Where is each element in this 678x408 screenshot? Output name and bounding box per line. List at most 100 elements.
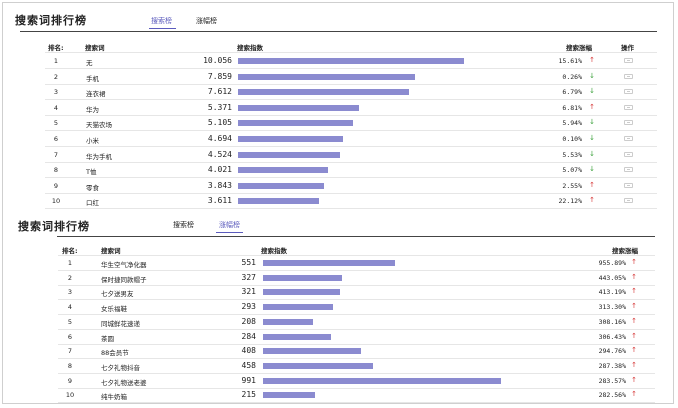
row-divider — [45, 84, 657, 85]
row-divider — [58, 388, 655, 389]
rank-cell: 7 — [53, 151, 59, 159]
trend-chart-icon[interactable] — [624, 120, 633, 125]
row-divider — [45, 177, 657, 178]
index-bar — [263, 392, 315, 398]
growth-value: 443.05% — [598, 274, 626, 282]
arrow-down-icon: ↓ — [589, 165, 595, 173]
bottom-tab-growth[interactable]: 涨幅榜 — [219, 221, 240, 229]
trend-chart-icon[interactable] — [624, 105, 633, 110]
rank-cell: 5 — [67, 318, 73, 326]
index-value: 3.611 — [207, 196, 232, 205]
arrow-up-icon: ↑ — [631, 376, 637, 384]
index-bar — [263, 378, 501, 384]
rank-cell: 3 — [67, 288, 73, 296]
row-divider — [45, 162, 657, 163]
bottom-header-keyword: 搜索词 — [101, 247, 121, 255]
index-bar — [238, 198, 319, 204]
trend-chart-icon[interactable] — [624, 89, 633, 94]
growth-value: 5.94% — [562, 119, 582, 127]
trend-chart-icon[interactable] — [624, 58, 633, 63]
top-header-keyword: 搜索词 — [85, 44, 105, 52]
index-value: 458 — [241, 361, 256, 370]
top-header-growth: 搜索涨幅 — [566, 44, 592, 52]
index-value: 208 — [241, 317, 256, 326]
bottom-tab-underline — [216, 232, 243, 233]
arrow-up-icon: ↑ — [589, 196, 595, 204]
bottom-header-growth: 搜索涨幅 — [612, 247, 638, 255]
growth-value: 294.76% — [598, 347, 626, 355]
arrow-down-icon: ↓ — [589, 134, 595, 142]
arrow-up-icon: ↑ — [631, 287, 637, 295]
bottom-divider — [57, 236, 655, 237]
rank-cell: 4 — [67, 303, 73, 311]
row-divider — [58, 314, 655, 315]
trend-chart-icon[interactable] — [624, 152, 633, 157]
trend-chart-icon[interactable] — [624, 167, 633, 172]
index-value: 5.105 — [207, 118, 232, 127]
keyword-cell: 口红 — [86, 199, 99, 207]
index-bar — [263, 348, 361, 354]
keyword-cell: 华为手机 — [86, 153, 112, 161]
index-value: 321 — [241, 287, 256, 296]
index-bar — [238, 120, 353, 126]
bottom-header-index: 搜索指数 — [261, 247, 287, 255]
row-divider — [45, 193, 657, 194]
keyword-cell: 天猫农场 — [86, 121, 112, 129]
index-bar — [238, 105, 359, 111]
index-value: 551 — [241, 258, 256, 267]
top-tab-growth[interactable]: 涨幅榜 — [196, 17, 217, 25]
top-tab-search[interactable]: 搜索榜 — [151, 17, 172, 25]
top-header-ops: 操作 — [621, 44, 634, 52]
arrow-down-icon: ↓ — [589, 118, 595, 126]
keyword-cell: 保时捷同款帽子 — [101, 276, 147, 284]
index-value: 293 — [241, 302, 256, 311]
arrow-up-icon: ↑ — [631, 346, 637, 354]
row-divider — [58, 285, 655, 286]
index-bar — [238, 136, 343, 142]
index-bar — [263, 319, 313, 325]
top-header-line — [45, 52, 657, 53]
keyword-cell: 小米 — [86, 137, 99, 145]
keyword-cell: 华生空气净化器 — [101, 261, 147, 269]
index-bar — [263, 304, 333, 310]
row-divider — [58, 299, 655, 300]
rank-cell: 7 — [67, 347, 73, 355]
keyword-cell: 同城鲜花速递 — [101, 320, 140, 328]
row-divider — [45, 208, 657, 209]
index-value: 991 — [241, 376, 256, 385]
index-value: 284 — [241, 332, 256, 341]
keyword-cell: 零食 — [86, 184, 99, 192]
rank-cell: 4 — [53, 104, 59, 112]
rank-cell: 9 — [67, 377, 73, 385]
row-divider — [45, 99, 657, 100]
rank-cell: 10 — [51, 197, 61, 205]
index-value: 408 — [241, 346, 256, 355]
index-bar — [238, 89, 409, 95]
index-bar — [263, 334, 331, 340]
rank-cell: 9 — [53, 182, 59, 190]
trend-chart-icon[interactable] — [624, 198, 633, 203]
trend-chart-icon[interactable] — [624, 74, 633, 79]
arrow-up-icon: ↑ — [589, 103, 595, 111]
arrow-up-icon: ↑ — [631, 332, 637, 340]
rank-cell: 1 — [67, 259, 73, 267]
index-value: 7.612 — [207, 87, 232, 96]
growth-value: 313.30% — [598, 303, 626, 311]
keyword-cell: 纯牛奶箱 — [101, 393, 127, 401]
page-frame — [2, 2, 674, 404]
index-value: 4.524 — [207, 150, 232, 159]
trend-chart-icon[interactable] — [624, 136, 633, 141]
growth-value: 413.19% — [598, 288, 626, 296]
keyword-cell: 七夕礼物抖音 — [101, 364, 140, 372]
bottom-tab-search[interactable]: 搜索榜 — [173, 221, 194, 229]
rank-cell: 10 — [65, 391, 75, 399]
trend-chart-icon[interactable] — [624, 183, 633, 188]
growth-value: 308.16% — [598, 318, 626, 326]
growth-value: 0.26% — [562, 73, 582, 81]
growth-value: 2.55% — [562, 182, 582, 190]
growth-value: 282.56% — [598, 391, 626, 399]
rank-cell: 5 — [53, 119, 59, 127]
index-value: 4.694 — [207, 134, 232, 143]
arrow-up-icon: ↑ — [589, 181, 595, 189]
top-divider — [20, 31, 657, 32]
